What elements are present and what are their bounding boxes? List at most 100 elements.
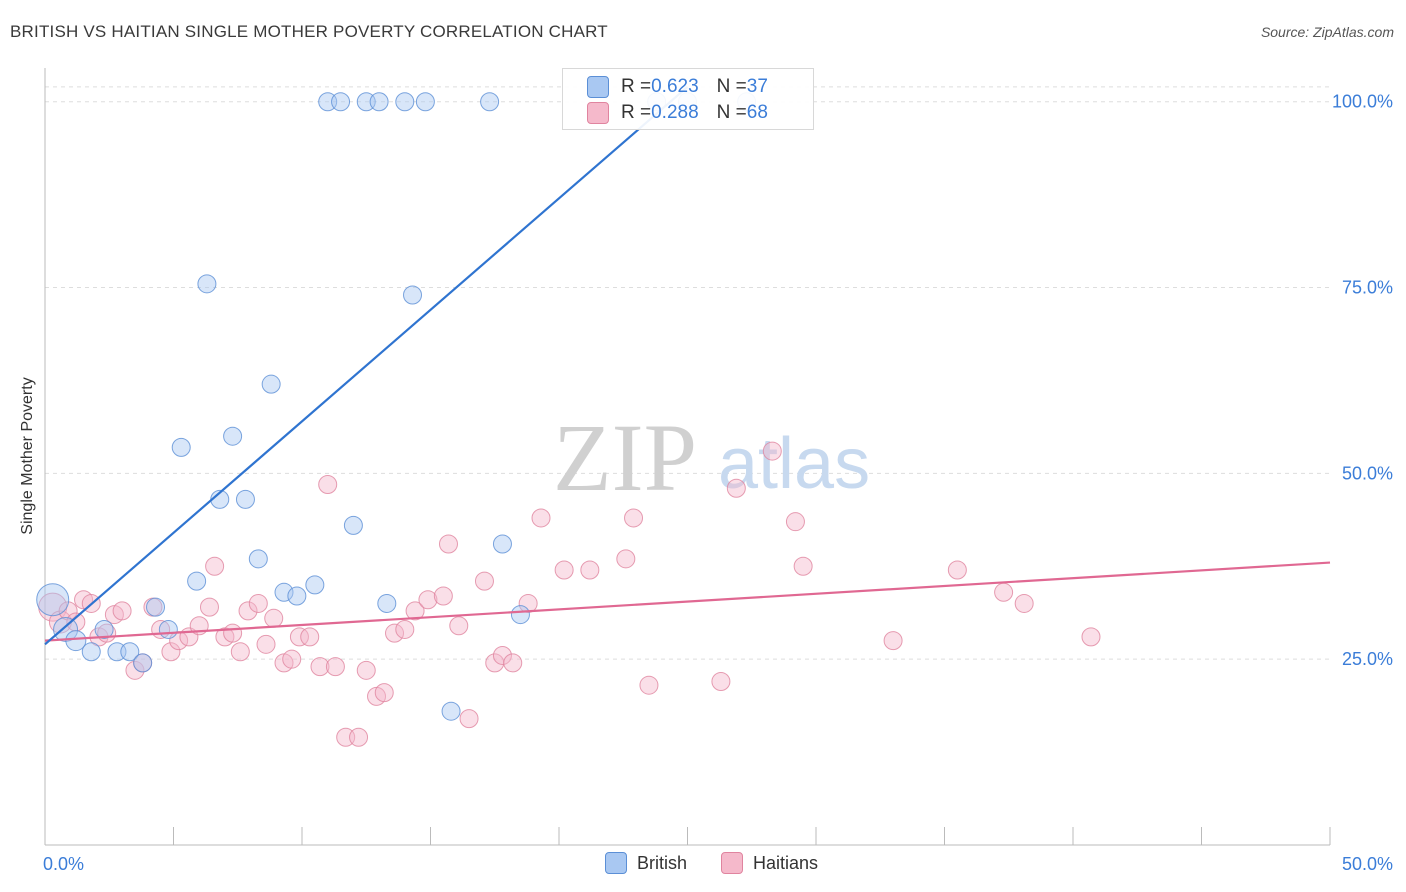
british-point [415,92,435,112]
british-point [146,597,166,617]
series-legend: British Haitians [605,852,842,874]
haitian-point [883,631,903,651]
source-label[interactable]: Source: ZipAtlas.com [1260,24,1394,40]
haitian-point [793,556,813,576]
haitian-point [282,649,302,669]
haitian-point [300,627,320,647]
british-point [492,534,512,554]
n-value: 68 [746,102,768,123]
british-point [480,92,500,112]
haitian-point [503,653,523,673]
haitian-point [161,642,181,662]
haitian-point [616,549,636,569]
haitian-point [624,508,644,528]
british-point [235,489,255,509]
british-point [331,92,351,112]
haitian-point [256,634,276,654]
haitian-point [785,512,805,532]
legend-item-british[interactable]: British [605,852,687,874]
haitians-swatch [721,852,744,874]
british-point [223,426,243,446]
british-swatch [587,76,609,98]
british-trend-line [44,86,689,646]
haitian-point [230,642,250,662]
haitian-point [349,727,369,747]
n-value: 37 [746,76,768,97]
haitian-point [238,601,258,621]
haitian-point [199,597,219,617]
correlation-legend: R = 0.623 N = 37 R = 0.288 N = 68 [562,68,814,130]
haitian-point [438,534,458,554]
british-point [441,701,461,721]
legend-item-haitians[interactable]: Haitians [721,852,818,874]
correlation-row-british: R = 0.623 N = 37 [587,74,768,100]
haitian-point [554,560,574,580]
haitian-point [580,560,600,580]
haitian-point [711,671,731,691]
british-point [158,619,178,639]
haitian-point [762,441,782,461]
correlation-row-haitians: R = 0.288 N = 68 [587,100,768,126]
watermark-zip: ZIP [553,404,697,511]
haitian-point [318,475,338,495]
british-point [248,549,268,569]
british-point [187,571,207,591]
x-tick-label: 0.0% [43,854,84,874]
haitian-point [639,675,659,695]
haitian-point [374,683,394,703]
british-point [510,605,530,625]
y-tick-label: 100.0% [1332,92,1393,112]
british-point [261,374,281,394]
y-tick-label: 25.0% [1342,649,1393,669]
r-value: 0.623 [651,76,699,97]
y-tick-label: 75.0% [1342,278,1393,298]
haitian-point [518,593,538,613]
british-point [81,642,101,662]
british-point [369,92,389,112]
haitian-point [395,619,415,639]
haitian-point [418,590,438,610]
r-value: 0.288 [651,102,699,123]
legend-label-haitians: Haitians [753,852,819,873]
haitian-point [356,660,376,680]
haitian-point [531,508,551,528]
haitian-point [125,660,145,680]
watermark-atlas: atlas [718,424,870,504]
british-point [305,575,325,595]
n-label: N = [716,102,747,123]
british-point [94,619,114,639]
haitian-point [459,709,479,729]
british-point [171,437,191,457]
n-label: N = [716,76,747,97]
haitian-point [405,601,425,621]
haitian-point [726,478,746,498]
british-point [403,285,423,305]
r-label: R = [621,102,652,123]
british-point [65,630,87,652]
haitian-point [474,571,494,591]
haitian-point [289,627,309,647]
british-point [343,515,363,535]
haitian-point [112,601,132,621]
haitian-point [994,582,1014,602]
haitians-swatch [587,102,609,124]
r-label: R = [621,76,652,97]
british-point [287,586,307,606]
british-point [377,593,397,613]
haitian-point [310,657,330,677]
british-point [120,642,140,662]
haitian-point [433,586,453,606]
legend-label-british: British [637,852,688,873]
chart-title: BRITISH VS HAITIAN SINGLE MOTHER POVERTY… [10,22,608,41]
x-tick-label: 50.0% [1342,854,1393,874]
british-point [36,583,70,617]
haitian-trend-line [44,561,1331,642]
british-point [395,92,415,112]
haitian-point [947,560,967,580]
british-point [274,582,294,602]
haitian-point [449,616,469,636]
haitian-point [492,645,512,665]
haitian-point [248,593,268,613]
haitian-point [1014,593,1034,613]
